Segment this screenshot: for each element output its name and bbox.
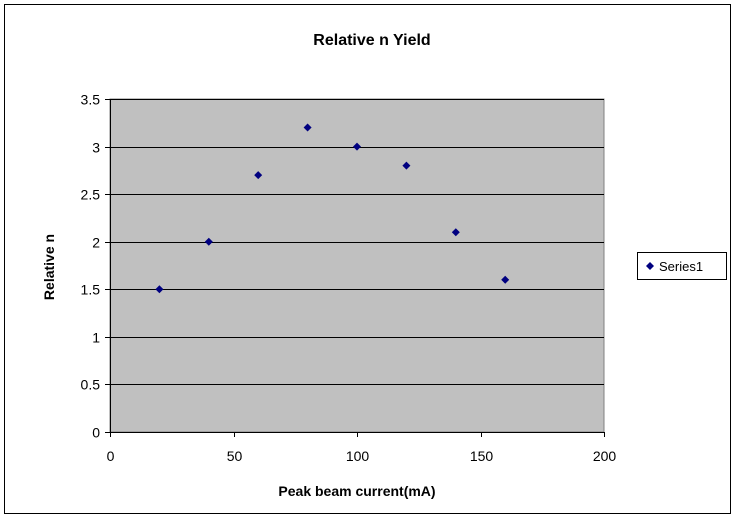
y-tick-label: 3.5 bbox=[81, 92, 101, 108]
x-axis-title: Peak beam current(mA) bbox=[278, 483, 435, 499]
x-tick-label: 150 bbox=[470, 448, 494, 464]
data-point bbox=[303, 123, 312, 132]
data-point bbox=[402, 161, 411, 170]
data-points bbox=[155, 123, 510, 294]
chart-title: Relative n Yield bbox=[313, 32, 430, 49]
data-point bbox=[501, 275, 510, 284]
x-tick-label: 200 bbox=[593, 448, 617, 464]
legend-series1-label: Series1 bbox=[659, 259, 703, 274]
y-axis-title: Relative n bbox=[41, 234, 57, 300]
data-point bbox=[451, 228, 460, 237]
y-tick-label: 2.5 bbox=[81, 187, 101, 203]
y-tick-label: 2 bbox=[92, 235, 100, 251]
y-tick-label: 1.5 bbox=[81, 282, 101, 298]
x-tick-label: 50 bbox=[227, 448, 243, 464]
grid-lines bbox=[110, 99, 604, 385]
tick-labels: 0 0.5 1 1.5 2 2.5 3 3.5 0 50 100 150 200 bbox=[81, 92, 617, 465]
data-point bbox=[254, 171, 263, 180]
legend-marker-icon bbox=[646, 262, 654, 270]
data-point bbox=[155, 285, 164, 294]
data-point bbox=[353, 142, 361, 151]
data-point bbox=[204, 237, 213, 246]
plot-area bbox=[109, 98, 605, 433]
y-tick-label: 3 bbox=[92, 140, 100, 156]
y-tick-label: 1 bbox=[92, 330, 100, 346]
axes bbox=[105, 99, 605, 437]
x-tick-label: 0 bbox=[107, 448, 115, 464]
y-tick-label: 0 bbox=[92, 425, 100, 441]
y-tick-label: 0.5 bbox=[81, 377, 101, 393]
x-tick-label: 100 bbox=[346, 448, 370, 464]
legend: Series1 bbox=[637, 252, 727, 280]
